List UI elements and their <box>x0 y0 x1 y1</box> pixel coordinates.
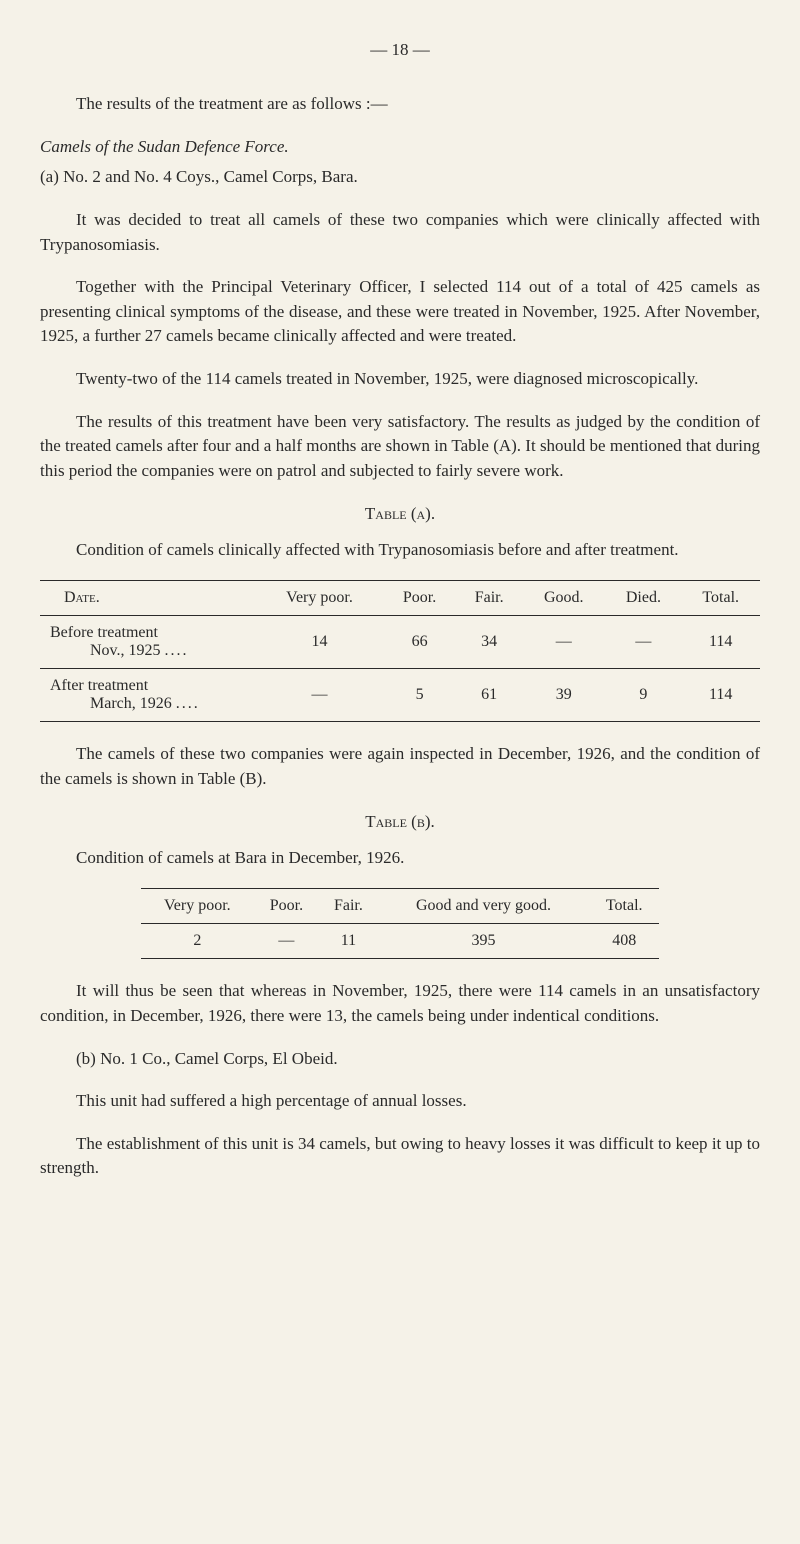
table-cell: 66 <box>383 616 456 669</box>
paragraph: The camels of these two companies were a… <box>40 742 760 791</box>
table-cell: — <box>254 924 319 959</box>
table-header: Total. <box>681 581 760 616</box>
table-cell: Before treatment Nov., 1925 .... <box>40 616 256 669</box>
dots: .... <box>165 642 189 659</box>
row-label-1: After treatment <box>50 677 148 694</box>
dots: .... <box>176 695 200 712</box>
table-header: Died. <box>605 581 681 616</box>
paragraph: The results of the treatment are as foll… <box>40 92 760 117</box>
table-cell: — <box>605 616 681 669</box>
table-cell: 408 <box>589 924 659 959</box>
table-cell: 9 <box>605 669 681 722</box>
table-cell: 114 <box>681 669 760 722</box>
table-header: Poor. <box>383 581 456 616</box>
table-header-row: Very poor. Poor. Fair. Good and very goo… <box>141 889 659 924</box>
table-row: Before treatment Nov., 1925 .... 14 66 3… <box>40 616 760 669</box>
table-cell: 14 <box>256 616 383 669</box>
paragraph-italic: Camels of the Sudan Defence Force. <box>40 135 760 160</box>
table-cell: — <box>256 669 383 722</box>
table-cell: — <box>522 616 605 669</box>
table-caption-a: Table (a). <box>40 504 760 524</box>
paragraph: The establishment of this unit is 34 cam… <box>40 1132 760 1181</box>
table-header: Very poor. <box>141 889 254 924</box>
row-label-2: Nov., 1925 <box>50 642 161 660</box>
table-header: Fair. <box>319 889 378 924</box>
table-row: After treatment March, 1926 .... — 5 61 … <box>40 669 760 722</box>
table-a: Date. Very poor. Poor. Fair. Good. Died.… <box>40 580 760 722</box>
paragraph: Condition of camels at Bara in December,… <box>40 846 760 871</box>
paragraph: (b) No. 1 Co., Camel Corps, El Obeid. <box>40 1047 760 1072</box>
paragraph: (a) No. 2 and No. 4 Coys., Camel Corps, … <box>40 165 760 190</box>
table-cell: 39 <box>522 669 605 722</box>
table-cell: 11 <box>319 924 378 959</box>
table-cell: 34 <box>456 616 522 669</box>
table-cell: After treatment March, 1926 .... <box>40 669 256 722</box>
row-label-1: Before treatment <box>50 624 158 641</box>
table-header-row: Date. Very poor. Poor. Fair. Good. Died.… <box>40 581 760 616</box>
table-header: Fair. <box>456 581 522 616</box>
paragraph: Condition of camels clinically affected … <box>40 538 760 563</box>
table-header: Total. <box>589 889 659 924</box>
table-header: Good. <box>522 581 605 616</box>
table-cell: 114 <box>681 616 760 669</box>
table-header: Very poor. <box>256 581 383 616</box>
table-cell: 2 <box>141 924 254 959</box>
paragraph: Twenty-two of the 114 camels treated in … <box>40 367 760 392</box>
paragraph: Together with the Principal Veterinary O… <box>40 275 760 349</box>
paragraph: The results of this treatment have been … <box>40 410 760 484</box>
paragraph: It will thus be seen that whereas in Nov… <box>40 979 760 1028</box>
table-cell: 5 <box>383 669 456 722</box>
table-row: 2 — 11 395 408 <box>141 924 659 959</box>
table-caption-b: Table (b). <box>40 812 760 832</box>
document-page: — 18 — The results of the treatment are … <box>0 0 800 1239</box>
table-header: Date. <box>40 581 256 616</box>
row-label-2: March, 1926 <box>50 695 172 713</box>
paragraph: It was decided to treat all camels of th… <box>40 208 760 257</box>
paragraph: This unit had suffered a high percentage… <box>40 1089 760 1114</box>
table-cell: 61 <box>456 669 522 722</box>
table-header: Good and very good. <box>378 889 589 924</box>
page-number: — 18 — <box>40 40 760 60</box>
table-header: Poor. <box>254 889 319 924</box>
table-cell: 395 <box>378 924 589 959</box>
table-b: Very poor. Poor. Fair. Good and very goo… <box>141 888 659 959</box>
